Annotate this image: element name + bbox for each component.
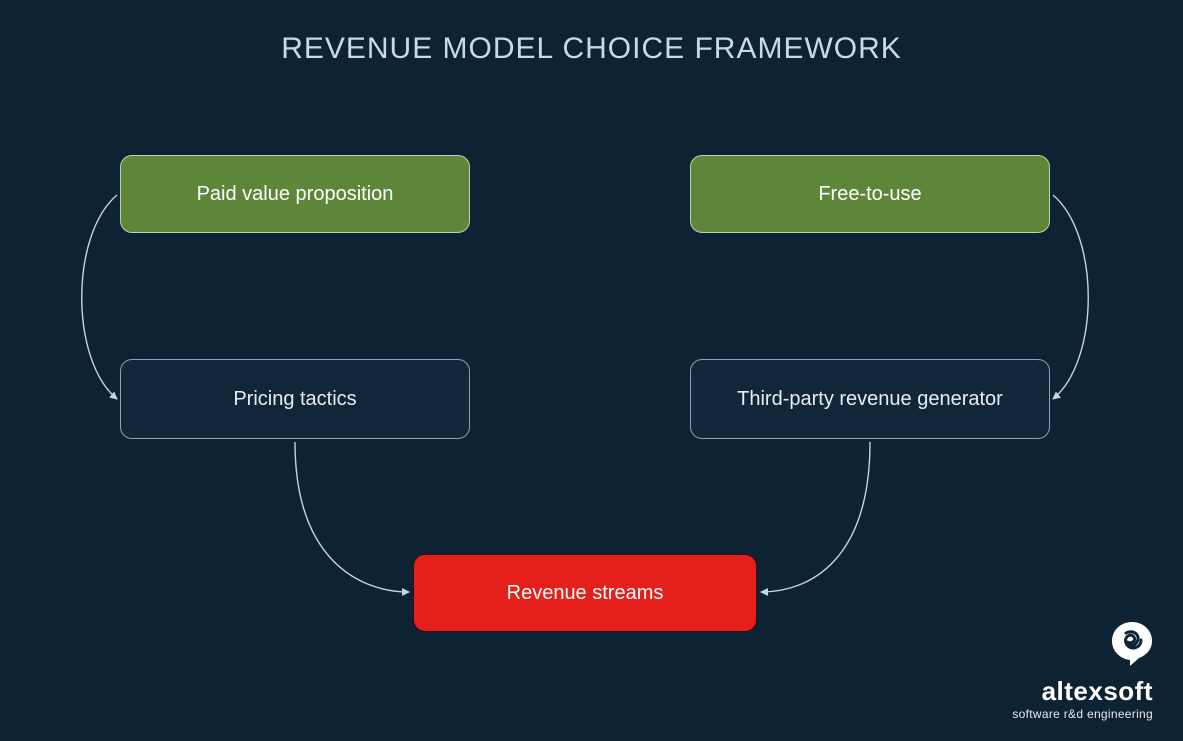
brand-logo: altexsoft software r&d engineering: [1012, 621, 1153, 721]
logo-tagline: software r&d engineering: [1012, 707, 1153, 721]
node-revenue-streams: Revenue streams: [413, 554, 757, 632]
node-paid-value-proposition: Paid value proposition: [120, 155, 470, 233]
logo-name: altexsoft: [1012, 676, 1153, 707]
diagram-canvas: REVENUE MODEL CHOICE FRAMEWORK Paid valu…: [0, 0, 1183, 741]
edge-e3: [295, 442, 409, 592]
node-free-to-use: Free-to-use: [690, 155, 1050, 233]
node-label: Free-to-use: [818, 183, 921, 206]
node-pricing-tactics: Pricing tactics: [120, 359, 470, 439]
edge-e2: [1053, 195, 1088, 399]
node-third-party-revenue-generator: Third-party revenue generator: [690, 359, 1050, 439]
edge-e1: [82, 195, 117, 399]
diagram-title: REVENUE MODEL CHOICE FRAMEWORK: [0, 32, 1183, 66]
node-label: Revenue streams: [507, 582, 664, 605]
logo-mark-icon: [1111, 621, 1153, 672]
edge-e4: [761, 442, 870, 592]
node-label: Third-party revenue generator: [737, 388, 1003, 411]
node-label: Paid value proposition: [197, 183, 394, 206]
node-label: Pricing tactics: [233, 388, 356, 411]
